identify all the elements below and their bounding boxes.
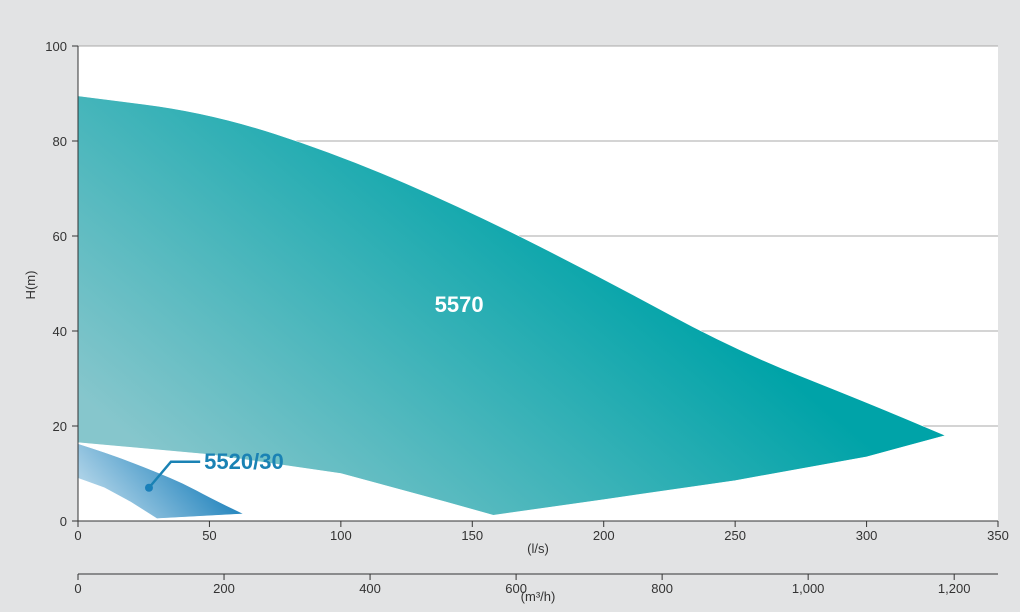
y-tick-label-60: 60 [53,229,67,244]
x-tick-label-50: 50 [202,528,216,543]
y-tick-label-40: 40 [53,324,67,339]
x-axis-unit-ls: (l/s) [527,541,549,556]
area-series-5570 [77,95,947,516]
x-tick-label-200: 200 [593,528,615,543]
x-tick-label-300: 300 [856,528,878,543]
y-axis-title: H(m) [23,271,38,300]
x-tick-label-100: 100 [330,528,352,543]
x2-tick-label-800: 800 [651,581,673,596]
y-tick-label-100: 100 [45,39,67,54]
x2-tick-label-600: 600 [505,581,527,596]
y-tick-label-80: 80 [53,134,67,149]
annotation-leader-1 [148,460,201,489]
data-areas [77,95,947,519]
x-tick-label-250: 250 [724,528,746,543]
x2-tick-label-1200: 1,200 [938,581,971,596]
region-label-5520-30: 5520/30 [204,449,284,474]
x-tick-label-0: 0 [74,528,81,543]
x2-tick-label-200: 200 [213,581,235,596]
y-tick-label-20: 20 [53,419,67,434]
x-tick-label-150: 150 [461,528,483,543]
x2-axis-unit-m3h: (m³/h) [521,589,556,604]
x2-tick-label-0: 0 [74,581,81,596]
x-tick-label-350: 350 [987,528,1009,543]
region-label-5570: 5570 [435,292,484,317]
y-tick-label-0: 0 [60,514,67,529]
area-series-5520-30 [77,443,245,519]
x2-tick-label-1000: 1,000 [792,581,825,596]
labels: H(m) (l/s) (m³/h) 5570 5520/30 [23,271,555,604]
axes: 0 20 40 60 80 100 0 50 100 150 200 250 300 350 0 200 400… [45,39,1009,596]
x2-tick-label-400: 400 [359,581,381,596]
